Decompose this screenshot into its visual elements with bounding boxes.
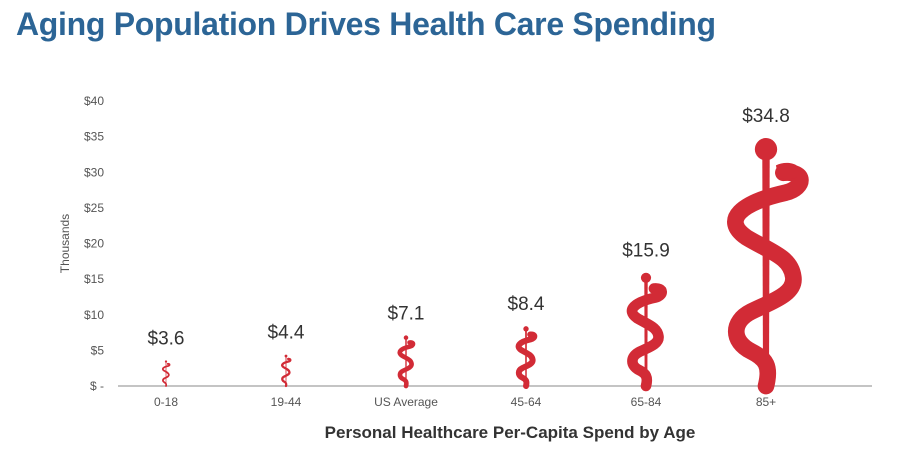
bar-1 — [281, 354, 292, 388]
x-tick-label: 0-18 — [154, 395, 178, 409]
data-label: $15.9 — [622, 241, 670, 262]
data-label: $7.1 — [388, 303, 425, 324]
y-tick-label: $40 — [84, 94, 104, 108]
y-tick-label: $15 — [84, 272, 104, 286]
bar-0 — [161, 360, 171, 387]
bar-2 — [397, 335, 416, 389]
y-tick-label: $5 — [91, 343, 105, 357]
y-tick-label: $20 — [84, 237, 104, 251]
bar-3 — [515, 326, 538, 389]
x-tick-label: 45-64 — [511, 395, 542, 409]
x-tick-label: 85+ — [756, 395, 776, 409]
y-tick-label: $25 — [84, 201, 104, 215]
x-tick-label: 19-44 — [271, 395, 302, 409]
data-label: $3.6 — [148, 328, 185, 349]
y-axis-label: Thousands — [58, 214, 72, 273]
chart-marks: $3.6 $4.4 $7.1 $8.4 $15.9 $34.8 — [148, 106, 809, 395]
bar-5 — [727, 138, 809, 395]
y-axis-ticks: $ - $5 $10 $15 $20 $25 $30 $35 $40 — [84, 94, 104, 393]
x-axis-ticks: 0-18 19-44 US Average 45-64 65-84 85+ — [154, 395, 776, 409]
data-label: $34.8 — [742, 106, 790, 127]
y-tick-label: $ - — [90, 379, 104, 393]
x-tick-label: US Average — [374, 395, 438, 409]
x-axis-title: Personal Healthcare Per-Capita Spend by … — [325, 423, 696, 442]
data-label: $4.4 — [268, 323, 305, 344]
y-tick-label: $35 — [84, 130, 104, 144]
data-label: $8.4 — [508, 294, 545, 315]
x-tick-label: 65-84 — [631, 395, 662, 409]
page-title: Aging Population Drives Health Care Spen… — [16, 6, 716, 42]
y-tick-label: $10 — [84, 308, 104, 322]
bar-4 — [626, 272, 667, 392]
y-tick-label: $30 — [84, 165, 104, 179]
